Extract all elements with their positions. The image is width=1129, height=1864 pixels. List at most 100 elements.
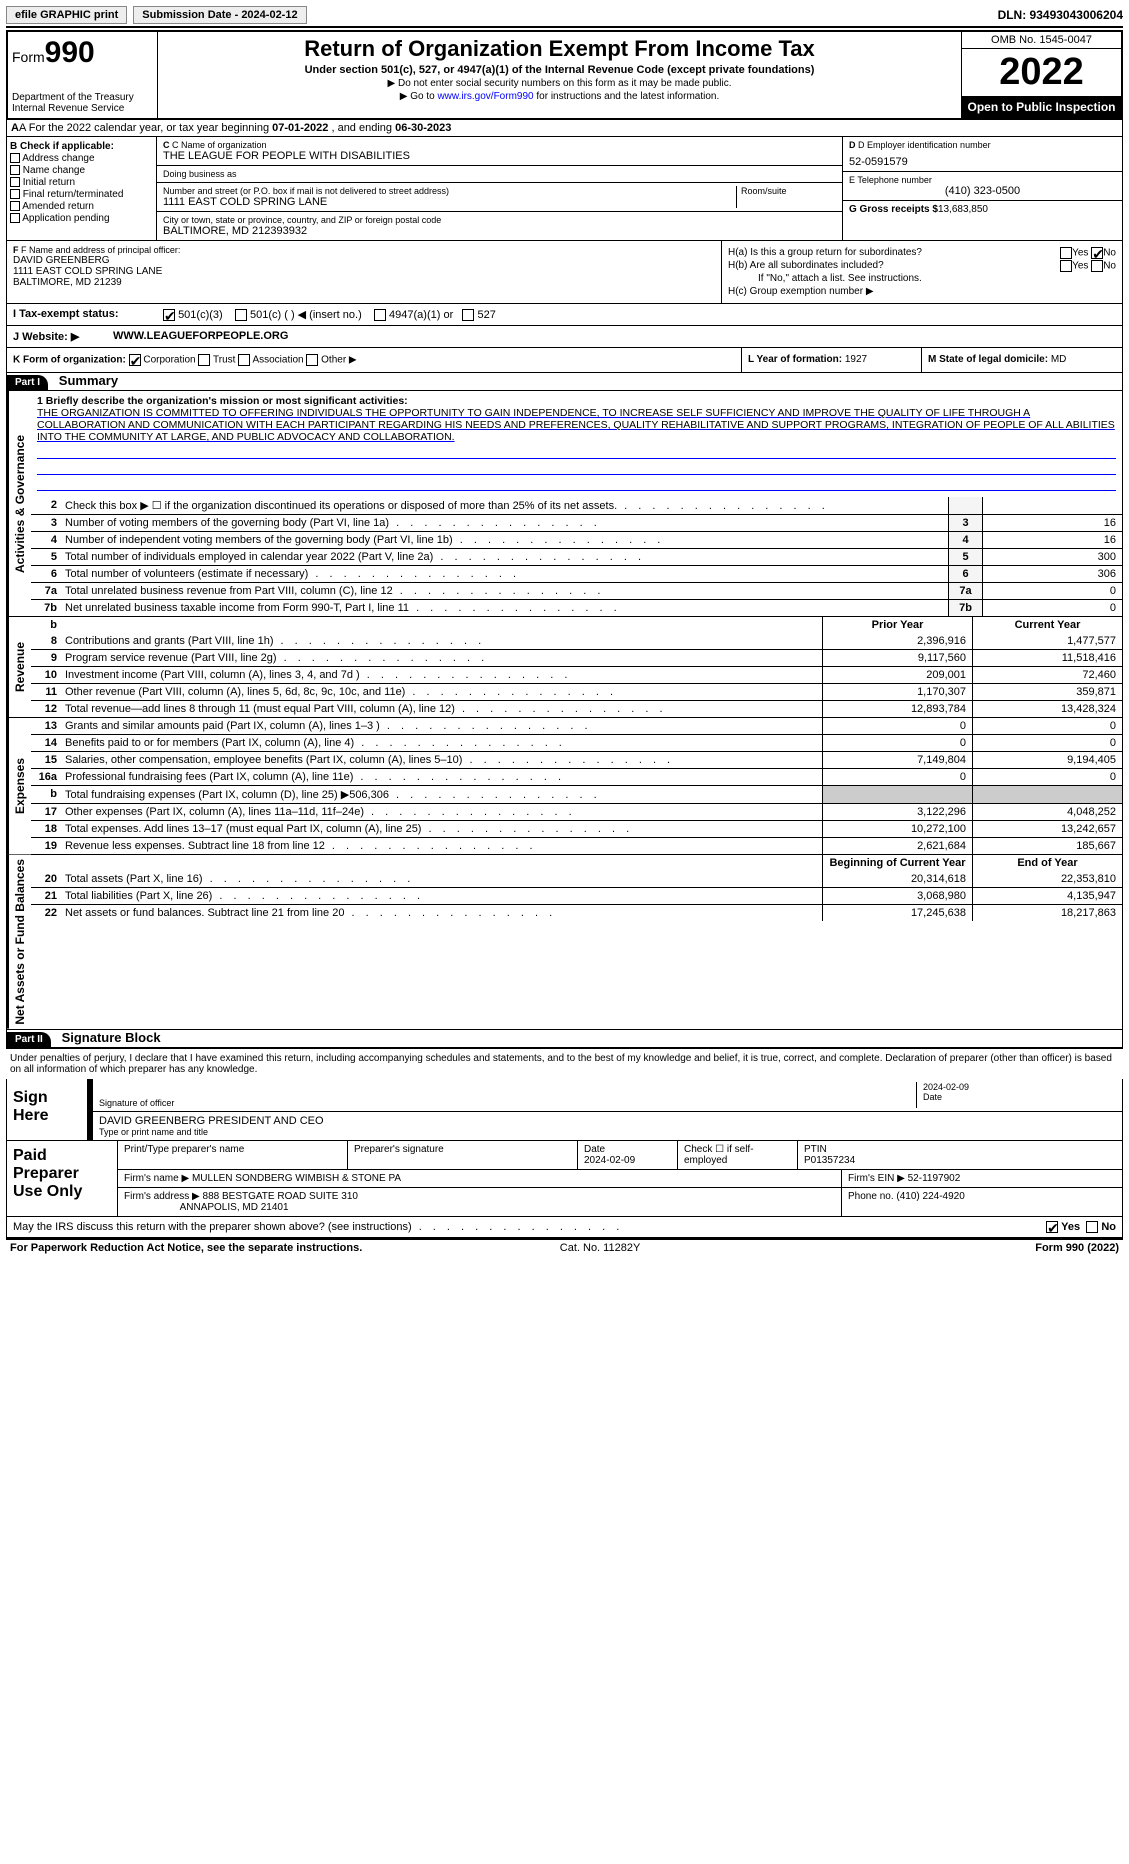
- line-text: Total fundraising expenses (Part IX, col…: [61, 786, 822, 803]
- form-number: Form990: [12, 36, 153, 70]
- current-value: 359,871: [972, 684, 1122, 700]
- firm-phone: (410) 224-4920: [896, 1191, 964, 1202]
- line-text: Total expenses. Add lines 13–17 (must eq…: [61, 821, 822, 837]
- form-title: Return of Organization Exempt From Incom…: [162, 36, 957, 62]
- preparer-self-emp: Check ☐ if self-employed: [684, 1144, 754, 1166]
- line-num: 22: [31, 905, 61, 921]
- section-bcd: B Check if applicable: Address change Na…: [6, 137, 1123, 241]
- form-header: Form990 Department of the Treasury Inter…: [6, 30, 1123, 120]
- line-value: [982, 497, 1122, 514]
- city-value: BALTIMORE, MD 212393932: [163, 225, 836, 237]
- officer-addr2: BALTIMORE, MD 21239: [13, 277, 715, 288]
- line-text: Revenue less expenses. Subtract line 18 …: [61, 838, 822, 854]
- vtab-net-assets: Net Assets or Fund Balances: [7, 855, 31, 1029]
- tax-year: 2022: [962, 49, 1121, 96]
- line-num: 14: [31, 735, 61, 751]
- col-h-group: H(a) Is this a group return for subordin…: [722, 241, 1122, 303]
- cb-name-change[interactable]: Name change: [10, 165, 153, 176]
- line-box: 4: [948, 532, 982, 548]
- begin-year-header: Beginning of Current Year: [822, 855, 972, 871]
- line-num: 7b: [31, 600, 61, 616]
- current-value: 22,353,810: [972, 871, 1122, 887]
- line-box: 5: [948, 549, 982, 565]
- cb-amended-return[interactable]: Amended return: [10, 201, 153, 212]
- current-value: 18,217,863: [972, 905, 1122, 921]
- sig-date: 2024-02-09: [923, 1082, 1116, 1092]
- ha-label: H(a) Is this a group return for subordin…: [728, 247, 922, 258]
- cb-address-change[interactable]: Address change: [10, 153, 153, 164]
- line-num: 5: [31, 549, 61, 565]
- may-yes-checkbox[interactable]: [1046, 1221, 1058, 1233]
- line-value: 300: [982, 549, 1122, 565]
- preparer-date: 2024-02-09: [584, 1155, 635, 1166]
- current-value: 11,518,416: [972, 650, 1122, 666]
- blank-num: b: [31, 617, 61, 633]
- line-num: 21: [31, 888, 61, 904]
- hb-no-checkbox[interactable]: [1091, 260, 1103, 272]
- prior-value: 9,117,560: [822, 650, 972, 666]
- prior-year-header: Prior Year: [822, 617, 972, 633]
- prior-value: 2,621,684: [822, 838, 972, 854]
- current-value: 13,242,657: [972, 821, 1122, 837]
- top-bar: efile GRAPHIC print Submission Date - 20…: [6, 6, 1123, 28]
- room-label: Room/suite: [741, 186, 836, 196]
- cb-association[interactable]: [238, 354, 250, 366]
- cb-initial-return[interactable]: Initial return: [10, 177, 153, 188]
- prior-value: 17,245,638: [822, 905, 972, 921]
- hb-yes-checkbox[interactable]: [1060, 260, 1072, 272]
- submission-date-button[interactable]: Submission Date - 2024-02-12: [133, 6, 306, 24]
- section-fh: F F Name and address of principal office…: [6, 241, 1123, 304]
- ptin-value: P01357234: [804, 1155, 855, 1166]
- cb-501c3[interactable]: [163, 309, 175, 321]
- row-i-tax-status: I Tax-exempt status: 501(c)(3) 501(c) ( …: [6, 304, 1123, 326]
- mission-label: 1 Briefly describe the organization's mi…: [37, 395, 408, 407]
- line-num: 18: [31, 821, 61, 837]
- may-discuss-row: May the IRS discuss this return with the…: [6, 1217, 1123, 1238]
- cb-other[interactable]: [306, 354, 318, 366]
- preparer-sig-label: Preparer's signature: [354, 1144, 444, 1155]
- line-box: 7b: [948, 600, 982, 616]
- current-value: 0: [972, 718, 1122, 734]
- line-value: 0: [982, 583, 1122, 599]
- prior-value: 1,170,307: [822, 684, 972, 700]
- ha-yes-checkbox[interactable]: [1060, 247, 1072, 259]
- tax-status-label: I Tax-exempt status:: [13, 308, 119, 320]
- domicile-value: MD: [1051, 354, 1067, 365]
- sign-here-block: Sign Here Signature of officer2024-02-09…: [6, 1079, 1123, 1141]
- cb-corporation[interactable]: [129, 354, 141, 366]
- firm-addr2: ANNAPOLIS, MD 21401: [180, 1202, 289, 1213]
- efile-button[interactable]: efile GRAPHIC print: [6, 6, 127, 24]
- line-text: Total liabilities (Part X, line 26): [61, 888, 822, 904]
- prior-value: 209,001: [822, 667, 972, 683]
- line-num: 3: [31, 515, 61, 531]
- cb-trust[interactable]: [198, 354, 210, 366]
- cb-527[interactable]: [462, 309, 474, 321]
- city-label: City or town, state or province, country…: [163, 215, 836, 225]
- prior-value: 0: [822, 735, 972, 751]
- line-text: Total number of individuals employed in …: [61, 549, 948, 565]
- line-num: 9: [31, 650, 61, 666]
- cb-final-return[interactable]: Final return/terminated: [10, 189, 153, 200]
- current-value: 1,477,577: [972, 633, 1122, 649]
- current-value: 0: [972, 769, 1122, 785]
- current-value: 185,667: [972, 838, 1122, 854]
- line-text: Salaries, other compensation, employee b…: [61, 752, 822, 768]
- line-box: 6: [948, 566, 982, 582]
- prior-value: 20,314,618: [822, 871, 972, 887]
- line-num: 12: [31, 701, 61, 717]
- line-text: Professional fundraising fees (Part IX, …: [61, 769, 822, 785]
- cb-501c[interactable]: [235, 309, 247, 321]
- line-text: Number of independent voting members of …: [61, 532, 948, 548]
- line-num: 11: [31, 684, 61, 700]
- irs-link[interactable]: www.irs.gov/Form990: [437, 91, 533, 102]
- part2-title: Signature Block: [54, 1028, 169, 1047]
- signature-intro: Under penalties of perjury, I declare th…: [6, 1048, 1123, 1079]
- mission-text: THE ORGANIZATION IS COMMITTED TO OFFERIN…: [37, 407, 1116, 443]
- cb-application-pending[interactable]: Application pending: [10, 213, 153, 224]
- prior-value: 0: [822, 769, 972, 785]
- ha-no-checkbox[interactable]: [1091, 247, 1103, 259]
- may-no-checkbox[interactable]: [1086, 1221, 1098, 1233]
- cb-4947[interactable]: [374, 309, 386, 321]
- gross-value: 13,683,850: [938, 204, 988, 215]
- line-num: b: [31, 786, 61, 803]
